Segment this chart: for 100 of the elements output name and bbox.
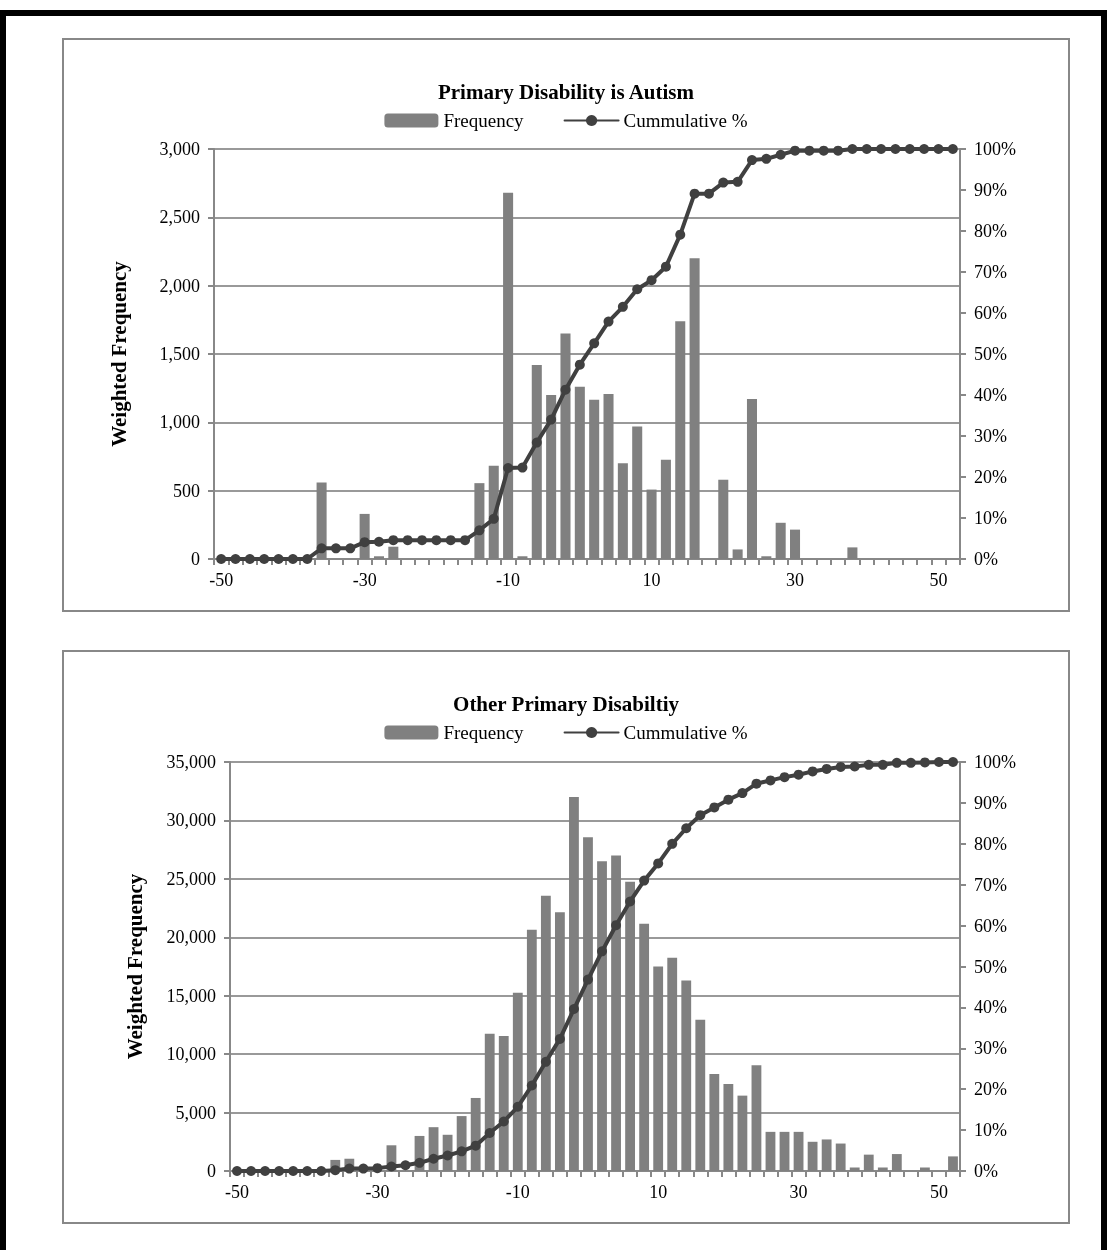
point xyxy=(456,1146,467,1157)
legend-label: Frequency xyxy=(443,110,525,131)
point xyxy=(230,554,241,564)
y2-tick-label: 80% xyxy=(974,833,1007,854)
point xyxy=(660,261,671,272)
point xyxy=(259,554,270,564)
point xyxy=(709,802,720,813)
x-tick-label: 30 xyxy=(786,570,805,590)
y-tick-label: 35,000 xyxy=(166,752,216,772)
point xyxy=(877,759,888,770)
y-tick-label: 2,000 xyxy=(159,275,200,296)
point xyxy=(344,1163,355,1174)
point xyxy=(414,1157,425,1168)
y2-tick-label: 50% xyxy=(974,956,1007,977)
point xyxy=(732,176,743,187)
point xyxy=(804,145,815,156)
y2-tick-label: 100% xyxy=(974,139,1016,159)
point xyxy=(617,301,628,312)
point xyxy=(625,896,636,907)
point xyxy=(723,794,734,805)
point xyxy=(695,810,706,821)
point xyxy=(400,1160,411,1171)
y-tick-label: 1,000 xyxy=(159,412,200,433)
point xyxy=(373,536,384,547)
point xyxy=(358,1163,369,1174)
y2-tick-label: 60% xyxy=(974,915,1007,936)
point xyxy=(445,535,456,546)
point xyxy=(737,788,748,799)
point xyxy=(919,757,930,768)
y2-tick-label: 40% xyxy=(974,385,1007,405)
point xyxy=(574,359,585,370)
point xyxy=(861,144,872,154)
point xyxy=(639,875,650,886)
x-tick-label: -30 xyxy=(365,1182,390,1202)
point xyxy=(302,1166,313,1176)
point xyxy=(779,772,790,783)
point xyxy=(428,1153,439,1164)
point xyxy=(582,974,593,985)
point xyxy=(316,1166,327,1176)
point xyxy=(460,535,471,546)
point xyxy=(474,525,485,536)
y2-tick-label: 30% xyxy=(974,1038,1007,1059)
x-tick-label: -50 xyxy=(209,570,234,590)
point xyxy=(589,338,600,349)
y-tick-label: 0 xyxy=(207,1161,216,1181)
x-tick-label: 50 xyxy=(929,570,948,590)
chart-title: Other Primary Disabiltiy xyxy=(453,691,680,716)
point xyxy=(560,384,571,395)
point xyxy=(947,144,958,154)
point xyxy=(890,144,901,154)
point xyxy=(246,1166,257,1176)
y2-tick-label: 70% xyxy=(974,874,1007,895)
y2-tick-label: 10% xyxy=(974,1120,1007,1141)
y-tick-label: 15,000 xyxy=(166,985,216,1006)
y2-tick-label: 20% xyxy=(974,467,1007,487)
point xyxy=(330,1165,341,1176)
point xyxy=(718,177,729,188)
y2-tick-label: 0% xyxy=(974,1161,998,1181)
point xyxy=(244,554,255,564)
y-tick-label: 500 xyxy=(173,480,200,501)
x-tick-label: 30 xyxy=(789,1182,808,1202)
point xyxy=(330,543,341,554)
point xyxy=(833,145,844,156)
point xyxy=(775,149,786,160)
point xyxy=(891,757,902,768)
point xyxy=(847,144,858,154)
y2-tick-label: 90% xyxy=(974,792,1007,813)
point xyxy=(512,1101,523,1112)
point xyxy=(821,763,832,774)
point xyxy=(540,1056,551,1067)
x-tick-label: 10 xyxy=(642,570,661,590)
point xyxy=(835,761,846,772)
point xyxy=(807,766,818,777)
y2-tick-label: 10% xyxy=(974,508,1007,528)
point xyxy=(442,1150,453,1161)
point xyxy=(488,513,499,524)
point xyxy=(345,543,356,554)
y-tick-label: 0 xyxy=(191,549,200,569)
point xyxy=(905,757,916,768)
point xyxy=(417,535,428,546)
y-tick-label: 5,000 xyxy=(175,1102,216,1123)
point xyxy=(849,761,860,772)
point xyxy=(288,1166,299,1176)
y-axis-title: Weighted Frequency xyxy=(122,873,147,1060)
point xyxy=(503,462,514,473)
chart-title: Primary Disability is Autism xyxy=(437,79,695,104)
x-tick-label: -10 xyxy=(505,1182,530,1202)
point xyxy=(793,769,804,780)
point xyxy=(302,554,313,564)
y-tick-label: 10,000 xyxy=(166,1044,216,1065)
point xyxy=(863,759,874,770)
point xyxy=(287,554,298,564)
y-tick-label: 1,500 xyxy=(159,344,200,364)
point xyxy=(653,858,664,869)
point xyxy=(554,1033,565,1044)
point xyxy=(746,155,757,166)
point xyxy=(568,1004,579,1015)
y2-tick-label: 30% xyxy=(974,426,1007,446)
y-tick-label: 25,000 xyxy=(166,868,216,889)
point xyxy=(681,823,692,834)
